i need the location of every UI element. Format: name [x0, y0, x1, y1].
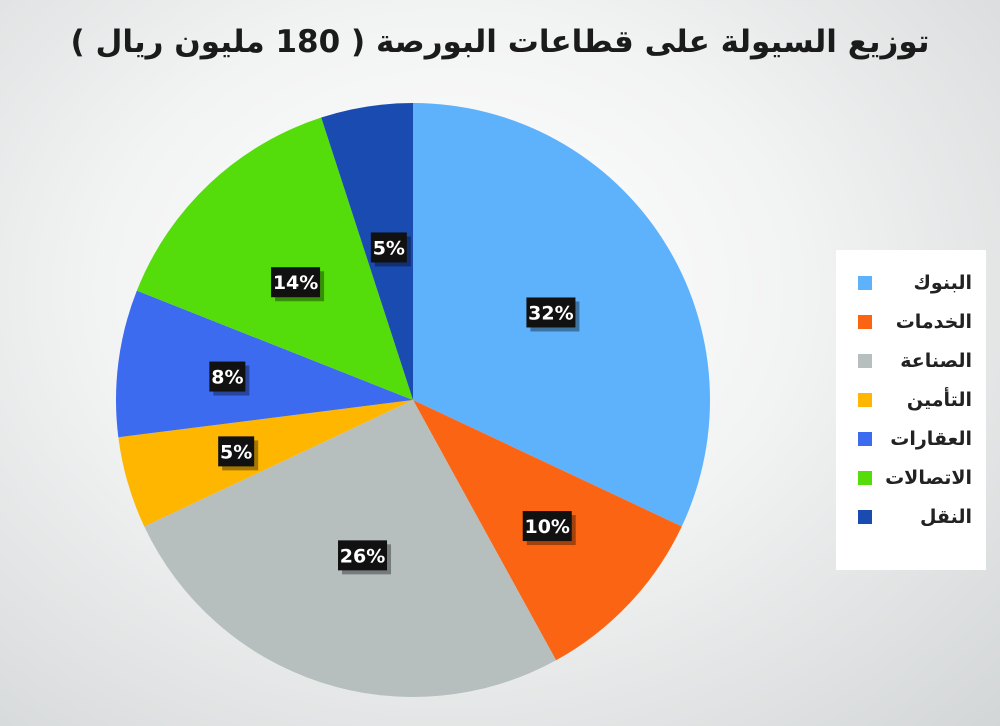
legend-item: الصناعة — [854, 348, 972, 374]
legend-label: التأمين — [906, 389, 972, 411]
data-label: 8% — [209, 361, 250, 396]
svg-text:5%: 5% — [220, 441, 252, 463]
svg-text:26%: 26% — [340, 545, 385, 567]
legend-swatch — [858, 354, 872, 368]
data-label: 14% — [271, 267, 325, 302]
legend-item: الخدمات — [854, 309, 972, 335]
data-label: 26% — [338, 540, 392, 575]
data-label: 5% — [218, 436, 259, 471]
legend-label: الصناعة — [900, 350, 972, 372]
legend-label: الخدمات — [895, 311, 972, 333]
chart-title: توزيع السيولة على قطاعات البورصة ( 180 م… — [70, 24, 930, 60]
pie-slice — [321, 103, 413, 400]
legend-item: النقل — [854, 504, 972, 530]
legend-item: التأمين — [854, 387, 972, 413]
legend-item: الاتصالات — [854, 465, 972, 491]
legend-swatch — [858, 393, 872, 407]
pie-slice — [118, 400, 414, 527]
data-label: 32% — [526, 297, 580, 332]
legend-swatch — [858, 432, 872, 446]
legend-item: العقارات — [854, 426, 972, 452]
pie-slice — [116, 290, 413, 438]
svg-text:5%: 5% — [373, 237, 405, 259]
legend-swatch — [858, 276, 872, 290]
legend-swatch — [858, 315, 872, 329]
legend-swatch — [858, 510, 872, 524]
legend-label: البنوك — [913, 272, 972, 294]
svg-text:14%: 14% — [273, 272, 318, 294]
data-label: 5% — [370, 232, 411, 267]
legend: البنوك الخدمات الصناعة التأمين العقارات الاتص… — [836, 250, 986, 570]
svg-text:8%: 8% — [211, 367, 243, 389]
svg-text:32%: 32% — [528, 302, 573, 324]
legend-swatch — [858, 471, 872, 485]
legend-label: العقارات — [890, 428, 972, 450]
legend-item: البنوك — [854, 270, 972, 296]
pie-slice — [136, 117, 413, 400]
legend-label: الاتصالات — [885, 467, 972, 489]
data-label: 10% — [522, 511, 576, 546]
legend-label: النقل — [919, 506, 972, 528]
svg-text:10%: 10% — [524, 516, 569, 538]
